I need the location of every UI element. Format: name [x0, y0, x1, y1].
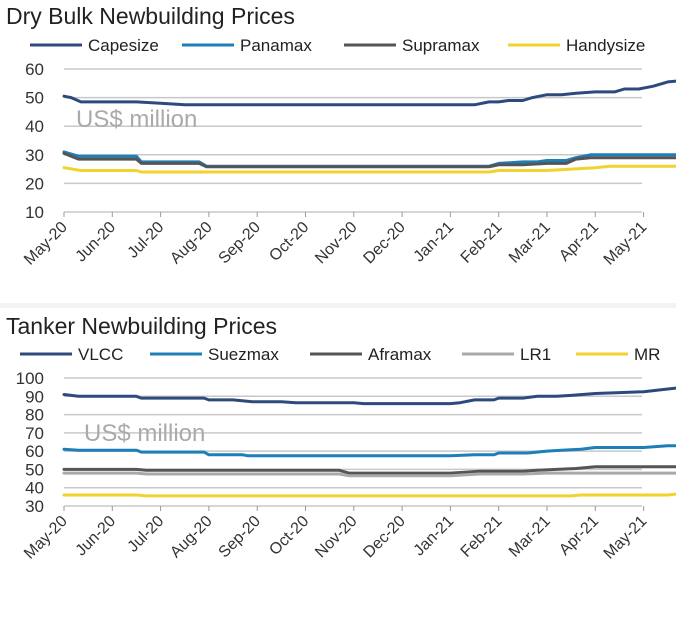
tanker-legend-label-suezmax: Suezmax: [208, 345, 279, 364]
dry-bulk-series-line-capesize: [62, 79, 676, 107]
dry-bulk-x-tick-label: Nov-20: [312, 219, 361, 268]
tanker-y-tick-label: 40: [25, 479, 44, 498]
tanker-x-tick-label: Oct-20: [266, 513, 312, 559]
dry-bulk-x-tick-label: Mar-21: [506, 219, 554, 267]
dry-bulk-y-tick-label: 40: [25, 117, 44, 136]
dry-bulk-legend-label-capesize: Capesize: [88, 36, 159, 55]
tanker-y-tick-label: 100: [16, 369, 44, 388]
dry-bulk-x-tick-label: Sep-20: [216, 219, 265, 268]
dry-bulk-y-tick-label: 30: [25, 146, 44, 165]
tanker-x-tick-label: Sep-20: [216, 513, 265, 562]
dry-bulk-chart: 10 20 30 40 50 60 May-20 Jun-20 Jul-20 Aug-20 Sep-…: [21, 36, 676, 269]
dry-bulk-y-tick-label: 10: [25, 203, 44, 222]
tanker-legend-label-vlcc: VLCC: [78, 345, 123, 364]
tanker-x-tick-label: Apr-21: [556, 513, 602, 559]
dry-bulk-legend-label-supramax: Supramax: [402, 36, 480, 55]
tanker-units-annotation: US$ million: [84, 420, 205, 447]
dry-bulk-series-line-handysize: [62, 164, 676, 174]
tanker-y-tick-label: 50: [25, 460, 44, 479]
dry-bulk-x-tick-label: Jun-20: [73, 219, 120, 266]
dry-bulk-x-tick-label: Apr-21: [556, 219, 602, 265]
tanker-x-tick-label: Mar-21: [506, 513, 554, 561]
dry-bulk-chart-panel: Dry Bulk Newbuilding Prices 10 20 30 40 50 60…: [0, 0, 676, 303]
tanker-chart-title: Tanker Newbuilding Prices: [6, 313, 278, 339]
tanker-y-tick-label: 30: [25, 497, 44, 516]
tanker-legend-label-mr: MR: [634, 345, 660, 364]
dry-bulk-y-tick-label: 20: [25, 174, 44, 193]
dry-bulk-chart-title: Dry Bulk Newbuilding Prices: [6, 3, 295, 29]
tanker-x-tick-label: Dec-20: [360, 513, 409, 562]
tanker-series-line-lr1: [62, 471, 676, 478]
dry-bulk-legend-label-panamax: Panamax: [240, 36, 312, 55]
tanker-y-tick-label: 60: [25, 442, 44, 461]
dry-bulk-x-tick-label: Dec-20: [360, 219, 409, 268]
tanker-x-tick-label: May-21: [601, 513, 651, 563]
dry-bulk-units-annotation: US$ million: [76, 106, 197, 133]
dry-bulk-x-tick-label: Aug-20: [167, 219, 216, 268]
tanker-series-line-aframax: [62, 465, 676, 475]
tanker-x-tick-label: Nov-20: [312, 513, 361, 562]
tanker-x-tick-label: Jan-21: [411, 513, 458, 560]
dry-bulk-y-tick-label: 50: [25, 89, 44, 108]
tanker-legend-label-lr1: LR1: [520, 345, 551, 364]
tanker-y-tick-label: 90: [25, 387, 44, 406]
dry-bulk-y-tick-label: 60: [25, 60, 44, 79]
dry-bulk-x-tick-label: May-21: [601, 219, 651, 269]
tanker-x-tick-label: May-20: [21, 513, 71, 563]
tanker-x-tick-label: Jun-20: [73, 513, 120, 560]
dry-bulk-x-tick-label: Feb-21: [458, 219, 506, 267]
tanker-chart-panel: Tanker Newbuilding Prices 30 40 50 60 70 80 90…: [0, 308, 676, 621]
dry-bulk-legend-label-handysize: Handysize: [566, 36, 645, 55]
tanker-series-line-vlcc: [62, 386, 676, 406]
dry-bulk-x-tick-label: Jan-21: [411, 219, 458, 266]
tanker-series-line-suezmax: [62, 444, 676, 458]
tanker-y-tick-label: 70: [25, 424, 44, 443]
dry-bulk-x-tick-label: Jul-20: [125, 219, 168, 262]
dry-bulk-x-tick-label: May-20: [21, 219, 71, 269]
tanker-x-tick-label: Feb-21: [458, 513, 506, 561]
tanker-y-tick-label: 80: [25, 406, 44, 425]
dry-bulk-x-tick-label: Oct-20: [266, 219, 312, 265]
tanker-legend-label-aframax: Aframax: [368, 345, 432, 364]
dry-bulk-series-line-supramax: [62, 151, 676, 169]
tanker-x-tick-label: Jul-20: [125, 513, 168, 556]
tanker-x-tick-label: Aug-20: [167, 513, 216, 562]
tanker-series-line-mr: [62, 492, 676, 498]
